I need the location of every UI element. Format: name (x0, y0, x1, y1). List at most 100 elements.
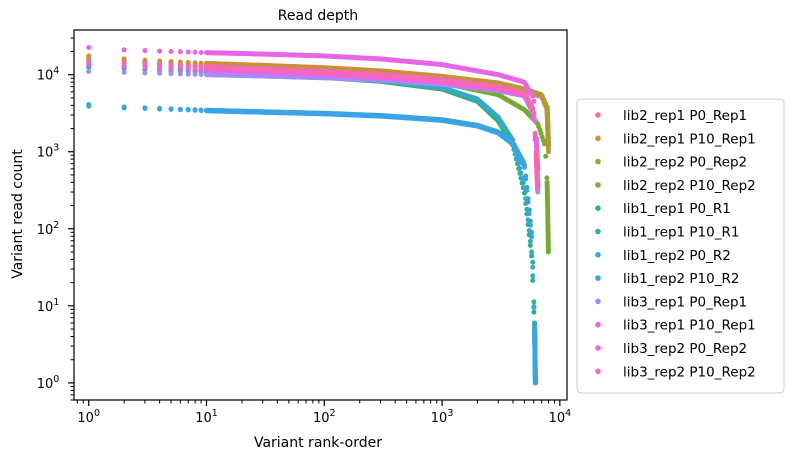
data-point (192, 71, 198, 77)
data-point (168, 106, 174, 112)
y-tick-exponent: 0 (53, 374, 59, 385)
x-tick-exponent: 1 (212, 408, 218, 419)
x-tick-base: 10 (549, 411, 566, 426)
x-tick-base: 10 (77, 411, 94, 426)
data-point (532, 117, 538, 123)
data-point (527, 238, 533, 244)
data-point (121, 69, 127, 75)
legend-label: lib2_rep1 P0_Rep1 (623, 108, 747, 124)
x-tick-label: 102 (313, 408, 336, 426)
data-point (522, 164, 528, 170)
y-tick-label: 101 (37, 297, 60, 315)
y-axis-label: Variant read count (10, 149, 26, 279)
data-point (168, 62, 174, 68)
data-point (157, 70, 163, 76)
series-11 (86, 58, 541, 185)
data-point (142, 61, 148, 67)
legend-label: lib2_rep1 P10_Rep1 (623, 131, 756, 147)
x-tick-exponent: 4 (565, 408, 571, 419)
data-point (530, 105, 536, 111)
legend-marker (595, 345, 601, 351)
data-point (525, 217, 531, 223)
x-tick-label: 104 (549, 408, 572, 426)
data-point (198, 49, 204, 55)
legend-label: lib2_rep2 P0_Rep2 (623, 155, 747, 171)
data-point (86, 103, 92, 109)
data-point (535, 189, 541, 195)
series-5 (86, 102, 538, 386)
data-point (518, 170, 524, 176)
data-point (157, 61, 163, 67)
data-point (523, 176, 529, 182)
data-point (142, 48, 148, 54)
x-tick-base: 10 (313, 411, 330, 426)
data-point (525, 199, 531, 205)
y-tick-exponent: 3 (53, 143, 59, 154)
plot-frame (73, 29, 568, 401)
y-tick-label: 102 (37, 220, 60, 238)
data-point (524, 187, 530, 193)
data-point (142, 64, 148, 70)
x-tick-base: 10 (195, 411, 212, 426)
data-point (198, 72, 204, 78)
data-point (185, 63, 191, 69)
legend-marker (595, 298, 601, 305)
legend-marker (595, 275, 601, 281)
legend-label: lib1_rep1 P0_R1 (623, 201, 731, 217)
data-point (520, 180, 526, 186)
data-point (531, 305, 537, 311)
series-9 (86, 45, 541, 172)
data-point (531, 98, 537, 104)
x-tick-exponent: 2 (330, 408, 336, 419)
data-point (529, 249, 535, 255)
legend-label: lib3_rep2 P0_Rep2 (623, 341, 747, 357)
legend-label: lib1_rep1 P10_R1 (623, 225, 739, 241)
x-axis-label: Variant rank-order (254, 435, 382, 451)
data-point (530, 273, 536, 279)
data-point (177, 107, 183, 113)
points-layer (86, 45, 551, 386)
y-tick-base: 10 (37, 69, 54, 84)
legend-label: lib2_rep2 P10_Rep2 (623, 178, 756, 194)
y-tick-label: 100 (37, 374, 60, 392)
data-point (544, 175, 550, 181)
data-point (157, 65, 163, 71)
data-point (526, 211, 532, 217)
data-point (192, 49, 198, 55)
data-point (529, 253, 535, 259)
legend-box (576, 98, 785, 394)
x-tick-label: 101 (195, 408, 218, 426)
data-point (121, 47, 127, 53)
legend-marker (595, 158, 601, 165)
y-tick-base: 10 (37, 300, 54, 315)
data-point (530, 259, 536, 265)
data-point (185, 49, 191, 55)
legend-marker (595, 228, 601, 235)
data-point (198, 108, 204, 114)
data-point (531, 309, 537, 315)
y-tick-base: 10 (37, 377, 54, 392)
data-point (86, 45, 92, 51)
data-point (185, 71, 191, 77)
y-tick-label: 104 (37, 66, 60, 84)
data-point (192, 63, 198, 69)
y-tick-base: 10 (37, 146, 54, 161)
data-point (527, 242, 533, 248)
x-tick-exponent: 3 (447, 408, 453, 419)
legend-marker (595, 368, 601, 375)
legend-label: lib3_rep2 P10_Rep2 (623, 364, 756, 380)
data-point (168, 71, 174, 77)
legend-marker (595, 112, 601, 118)
data-point (121, 63, 127, 69)
legend-label: lib3_rep1 P0_Rep1 (623, 294, 747, 310)
data-point (198, 63, 204, 69)
data-point (86, 62, 92, 68)
data-point (142, 106, 148, 112)
data-point (168, 48, 174, 54)
data-point (543, 153, 549, 159)
y-tick-label: 103 (37, 143, 60, 161)
data-point (545, 149, 551, 155)
y-tick-base: 10 (37, 223, 54, 238)
data-point (168, 65, 174, 71)
